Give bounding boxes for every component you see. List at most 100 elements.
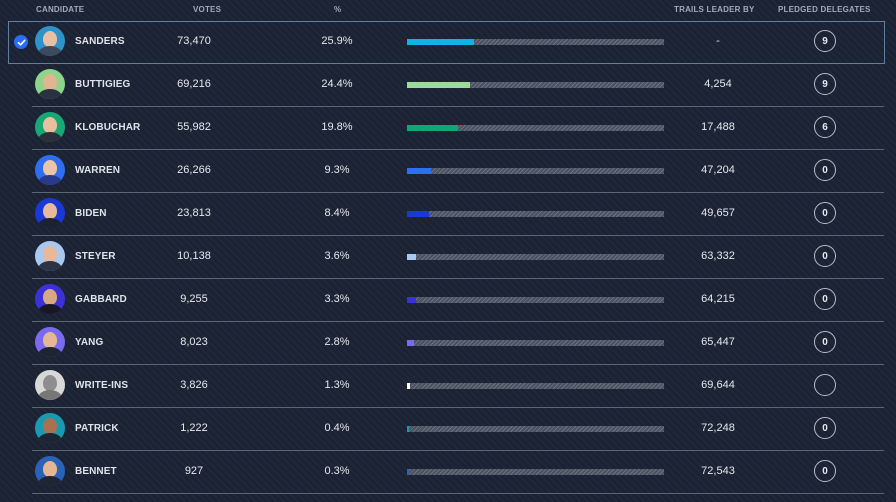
candidate-votes: 26,266 xyxy=(177,164,211,176)
vote-share-bar-fill xyxy=(407,426,409,432)
candidate-avatar xyxy=(35,155,65,185)
vote-share-bar xyxy=(407,297,664,303)
trails-leader-by: 69,644 xyxy=(701,379,735,391)
trails-leader-by: 17,488 xyxy=(701,121,735,133)
vote-share-bar xyxy=(407,39,664,45)
candidate-row[interactable]: PATRICK 1,222 0.4% 72,248 0 xyxy=(0,408,896,451)
checkmark-icon xyxy=(14,35,28,49)
candidate-votes: 23,813 xyxy=(177,207,211,219)
header-candidate: CANDIDATE xyxy=(36,5,85,14)
candidate-avatar xyxy=(35,241,65,271)
vote-share-bar-fill xyxy=(407,211,429,217)
header-trails-leader-by: TRAILS LEADER BY xyxy=(674,5,755,14)
candidate-percent: 0.3% xyxy=(324,465,350,477)
candidate-avatar xyxy=(35,69,65,99)
header-votes: VOTES xyxy=(193,5,222,14)
candidate-percent: 19.8% xyxy=(321,121,353,133)
vote-share-bar-fill xyxy=(407,297,416,303)
candidate-votes: 10,138 xyxy=(177,250,211,262)
vote-share-bar xyxy=(407,340,664,346)
pledged-delegates-badge: 9 xyxy=(814,30,836,52)
vote-share-bar-fill xyxy=(407,254,417,260)
vote-share-bar xyxy=(407,82,664,88)
vote-share-bar xyxy=(407,469,664,475)
candidate-avatar xyxy=(35,26,65,56)
vote-share-bar xyxy=(407,254,664,260)
trails-leader-by: 64,215 xyxy=(701,293,735,305)
results-table-header: CANDIDATE VOTES % TRAILS LEADER BY PLEDG… xyxy=(0,0,896,20)
row-divider xyxy=(32,235,884,236)
candidate-row[interactable]: BIDEN 23,813 8.4% 49,657 0 xyxy=(0,193,896,236)
row-divider xyxy=(32,106,884,107)
candidate-percent: 25.9% xyxy=(321,35,353,47)
candidate-percent: 9.3% xyxy=(324,164,350,176)
vote-share-bar-fill xyxy=(407,469,409,475)
row-divider xyxy=(32,407,884,408)
trails-leader-by: 65,447 xyxy=(701,336,735,348)
row-divider xyxy=(32,278,884,279)
candidate-votes: 927 xyxy=(184,465,204,477)
pledged-delegates-badge: 0 xyxy=(814,460,836,482)
candidate-name: WARREN xyxy=(75,165,121,176)
row-divider xyxy=(32,149,884,150)
vote-share-bar xyxy=(407,383,664,389)
trails-leader-by: 4,254 xyxy=(704,78,732,90)
vote-share-bar xyxy=(407,426,664,432)
header-pledged-delegates: PLEDGED DELEGATES xyxy=(778,5,871,14)
candidate-name: GABBARD xyxy=(75,294,127,305)
candidate-name: BUTTIGIEG xyxy=(75,79,131,90)
row-divider xyxy=(32,450,884,451)
trails-leader-by: 47,204 xyxy=(701,164,735,176)
candidate-name: SANDERS xyxy=(75,36,125,47)
candidate-percent: 8.4% xyxy=(324,207,350,219)
candidate-percent: 3.6% xyxy=(324,250,350,262)
candidate-row[interactable]: BENNET 927 0.3% 72,543 0 xyxy=(0,451,896,494)
vote-share-bar-fill xyxy=(407,125,459,131)
candidate-name: KLOBUCHAR xyxy=(75,122,141,133)
candidate-row[interactable]: STEYER 10,138 3.6% 63,332 0 xyxy=(0,236,896,279)
trails-leader-by: - xyxy=(716,35,720,47)
candidate-votes: 69,216 xyxy=(177,78,211,90)
candidate-avatar xyxy=(35,112,65,142)
candidate-votes: 73,470 xyxy=(177,35,211,47)
candidate-row[interactable]: SANDERS 73,470 25.9% - 9 xyxy=(8,21,885,64)
candidate-row[interactable]: BUTTIGIEG 69,216 24.4% 4,254 9 xyxy=(0,64,896,107)
pledged-delegates-badge: 6 xyxy=(814,116,836,138)
candidate-row[interactable]: WRITE-INS 3,826 1.3% 69,644 xyxy=(0,365,896,408)
candidate-row[interactable]: KLOBUCHAR 55,982 19.8% 17,488 6 xyxy=(0,107,896,150)
pledged-delegates-badge: 0 xyxy=(814,417,836,439)
candidate-name: WRITE-INS xyxy=(75,380,129,391)
candidate-avatar xyxy=(35,198,65,228)
vote-share-bar xyxy=(407,211,664,217)
candidate-name: STEYER xyxy=(75,251,116,262)
candidate-votes: 3,826 xyxy=(180,379,208,391)
row-divider xyxy=(32,192,884,193)
candidate-avatar xyxy=(35,327,65,357)
candidate-name: BENNET xyxy=(75,466,117,477)
pledged-delegates-badge: 9 xyxy=(814,73,836,95)
vote-share-bar xyxy=(407,125,664,131)
pledged-delegates-badge: 0 xyxy=(814,159,836,181)
pledged-delegates-badge: 0 xyxy=(814,288,836,310)
candidate-name: YANG xyxy=(75,337,104,348)
results-table: SANDERS 73,470 25.9% - 9 BUTTIGIEG 69,216 24.4%… xyxy=(0,21,896,494)
candidate-votes: 1,222 xyxy=(180,422,208,434)
trails-leader-by: 63,332 xyxy=(701,250,735,262)
vote-share-bar-fill xyxy=(407,82,471,88)
candidate-percent: 1.3% xyxy=(324,379,350,391)
pledged-delegates-badge: 0 xyxy=(814,331,836,353)
candidate-row[interactable]: WARREN 26,266 9.3% 47,204 0 xyxy=(0,150,896,193)
trails-leader-by: 49,657 xyxy=(701,207,735,219)
vote-share-bar-fill xyxy=(407,340,415,346)
candidate-row[interactable]: GABBARD 9,255 3.3% 64,215 0 xyxy=(0,279,896,322)
candidate-votes: 8,023 xyxy=(180,336,208,348)
candidate-votes: 55,982 xyxy=(177,121,211,133)
candidate-avatar xyxy=(35,456,65,486)
candidate-row[interactable]: YANG 8,023 2.8% 65,447 0 xyxy=(0,322,896,365)
vote-share-bar xyxy=(407,168,664,174)
trails-leader-by: 72,248 xyxy=(701,422,735,434)
trails-leader-by: 72,543 xyxy=(701,465,735,477)
header-percent: % xyxy=(334,5,342,14)
candidate-name: PATRICK xyxy=(75,423,119,434)
candidate-name: BIDEN xyxy=(75,208,107,219)
